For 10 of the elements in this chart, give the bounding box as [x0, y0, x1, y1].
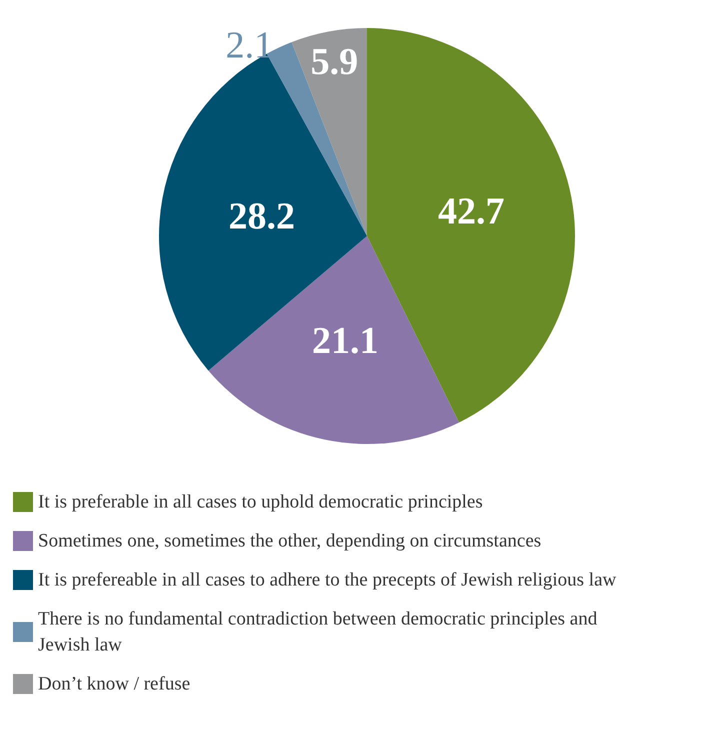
legend-label: It is prefereable in all cases to adhere to the precepts of Jewish religious law: [38, 570, 617, 590]
legend-label: Sometimes one, sometimes the other, depending on circumstances: [38, 530, 542, 552]
legend-label: Don’t know / refuse: [38, 674, 190, 694]
data-label: 28.2: [228, 196, 296, 238]
data-label: 42.7: [438, 190, 504, 233]
data-label: 21.1: [312, 320, 379, 362]
legend-label: It is preferable in all cases to uphold democratic principles: [38, 492, 483, 512]
data-label: 5.9: [310, 41, 358, 84]
legend-label: There is no fundamental contradiction between democratic principles and Jewish law: [38, 608, 602, 656]
data-label: 2.1: [226, 24, 274, 67]
